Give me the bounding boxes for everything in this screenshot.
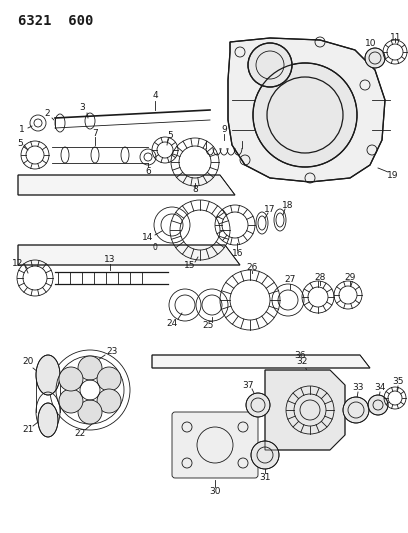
- Text: 32: 32: [296, 358, 308, 367]
- Text: 18: 18: [282, 200, 294, 209]
- Polygon shape: [18, 175, 235, 195]
- Circle shape: [251, 441, 279, 469]
- Text: 10: 10: [365, 39, 377, 49]
- Polygon shape: [265, 370, 345, 450]
- Text: 2: 2: [44, 109, 50, 117]
- Text: 14: 14: [142, 232, 154, 241]
- Text: 8: 8: [192, 185, 198, 195]
- Text: 20: 20: [22, 358, 34, 367]
- Circle shape: [368, 395, 388, 415]
- Circle shape: [343, 397, 369, 423]
- Circle shape: [59, 367, 83, 391]
- Text: 34: 34: [374, 384, 386, 392]
- Text: 0: 0: [153, 243, 157, 252]
- Text: 25: 25: [202, 320, 214, 329]
- Circle shape: [97, 367, 121, 391]
- Text: 15: 15: [184, 261, 196, 270]
- Ellipse shape: [36, 355, 60, 395]
- Text: 35: 35: [392, 377, 404, 386]
- Text: 26: 26: [246, 262, 258, 271]
- Text: 6321  600: 6321 600: [18, 14, 93, 28]
- Text: 37: 37: [242, 381, 254, 390]
- Text: 12: 12: [12, 259, 24, 268]
- Text: 23: 23: [106, 348, 118, 357]
- FancyBboxPatch shape: [172, 412, 258, 478]
- Text: 1: 1: [19, 125, 25, 134]
- Polygon shape: [228, 38, 385, 182]
- Text: 3: 3: [79, 103, 85, 112]
- Circle shape: [97, 389, 121, 413]
- Text: 11: 11: [390, 34, 402, 43]
- Text: 33: 33: [352, 384, 364, 392]
- Text: 17: 17: [264, 205, 276, 214]
- Text: 5: 5: [17, 139, 23, 148]
- Circle shape: [248, 43, 292, 87]
- Text: 36: 36: [294, 351, 306, 359]
- Text: 4: 4: [152, 92, 158, 101]
- Ellipse shape: [38, 403, 58, 437]
- Text: 31: 31: [259, 472, 271, 481]
- Text: 6: 6: [145, 166, 151, 175]
- Text: 9: 9: [221, 125, 227, 134]
- Text: 5: 5: [167, 131, 173, 140]
- Text: 19: 19: [387, 171, 399, 180]
- Polygon shape: [152, 355, 370, 368]
- Text: 7: 7: [92, 128, 98, 138]
- Polygon shape: [18, 245, 240, 265]
- Text: 13: 13: [104, 255, 116, 264]
- Text: 21: 21: [22, 425, 34, 434]
- Text: 22: 22: [74, 430, 86, 439]
- Text: 29: 29: [344, 272, 356, 281]
- Text: 16: 16: [232, 248, 244, 257]
- Text: 30: 30: [209, 487, 221, 496]
- Circle shape: [246, 393, 270, 417]
- Circle shape: [78, 400, 102, 424]
- Text: 27: 27: [284, 276, 296, 285]
- Text: 24: 24: [166, 319, 177, 327]
- Circle shape: [78, 356, 102, 380]
- Circle shape: [253, 63, 357, 167]
- Circle shape: [365, 48, 385, 68]
- Circle shape: [59, 389, 83, 413]
- Text: 28: 28: [314, 272, 326, 281]
